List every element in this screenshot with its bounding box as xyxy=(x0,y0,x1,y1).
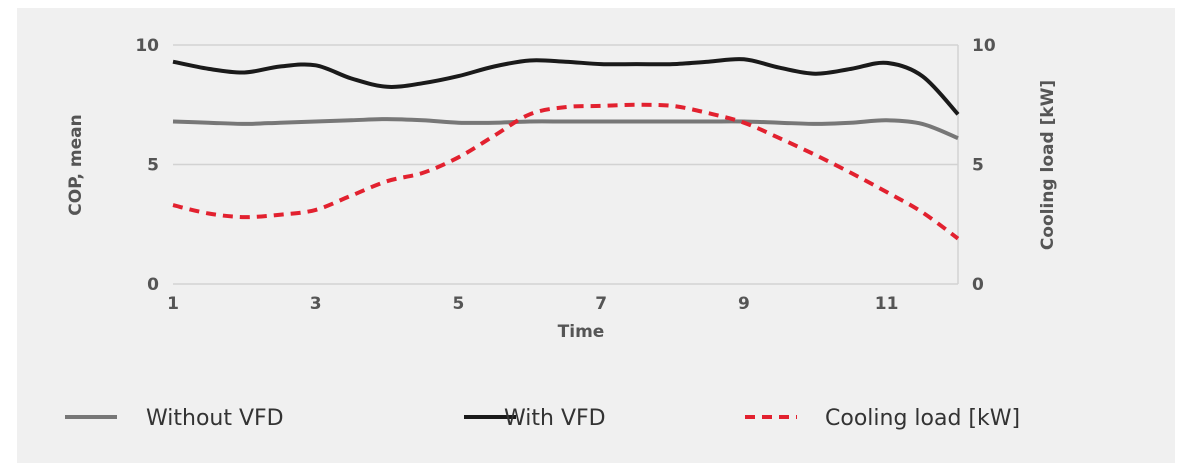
tick-labels: 0 5 10 0 5 10 1 3 5 7 9 11 xyxy=(135,36,996,314)
chart-frame: 0 5 10 0 5 10 1 3 5 7 9 11 Time COP, mean Cooling l… xyxy=(17,8,1175,463)
series-line-0 xyxy=(172,117,959,141)
x-tick-0: 1 xyxy=(167,294,179,314)
series-line-1 xyxy=(172,57,960,116)
y-axis-title-left: COP, mean xyxy=(66,114,86,215)
y-tick-right-1: 5 xyxy=(972,156,984,176)
x-tick-5: 11 xyxy=(875,294,899,314)
line-chart: 0 5 10 0 5 10 1 3 5 7 9 11 Time COP, mean Cooling l… xyxy=(65,36,1058,431)
x-axis-title: Time xyxy=(558,322,605,342)
series-lines xyxy=(172,57,960,241)
legend-item-0: Without VFD xyxy=(65,406,284,431)
x-tick-2: 5 xyxy=(453,294,465,314)
legend-label-0: Without VFD xyxy=(146,406,284,431)
x-tick-1: 3 xyxy=(310,294,322,314)
y-tick-left-2: 10 xyxy=(135,36,159,56)
x-tick-3: 7 xyxy=(595,294,607,314)
legend-item-2: Cooling load [kW] xyxy=(745,406,1020,431)
y-tick-left-0: 0 xyxy=(147,275,159,295)
y-tick-left-1: 5 xyxy=(147,156,159,176)
legend-label-2: Cooling load [kW] xyxy=(825,406,1020,431)
x-tick-4: 9 xyxy=(738,294,750,314)
y-tick-right-0: 0 xyxy=(972,275,984,295)
series-line-2 xyxy=(172,102,960,241)
legend-label-1: With VFD xyxy=(504,406,606,431)
legend-item-1: With VFD xyxy=(464,406,606,431)
y-tick-right-2: 10 xyxy=(972,36,996,56)
grid-lines xyxy=(173,44,959,285)
y-axis-title-right: Cooling load [kW] xyxy=(1038,80,1058,250)
legend: Without VFD With VFD Cooling load [kW] xyxy=(65,406,1020,431)
